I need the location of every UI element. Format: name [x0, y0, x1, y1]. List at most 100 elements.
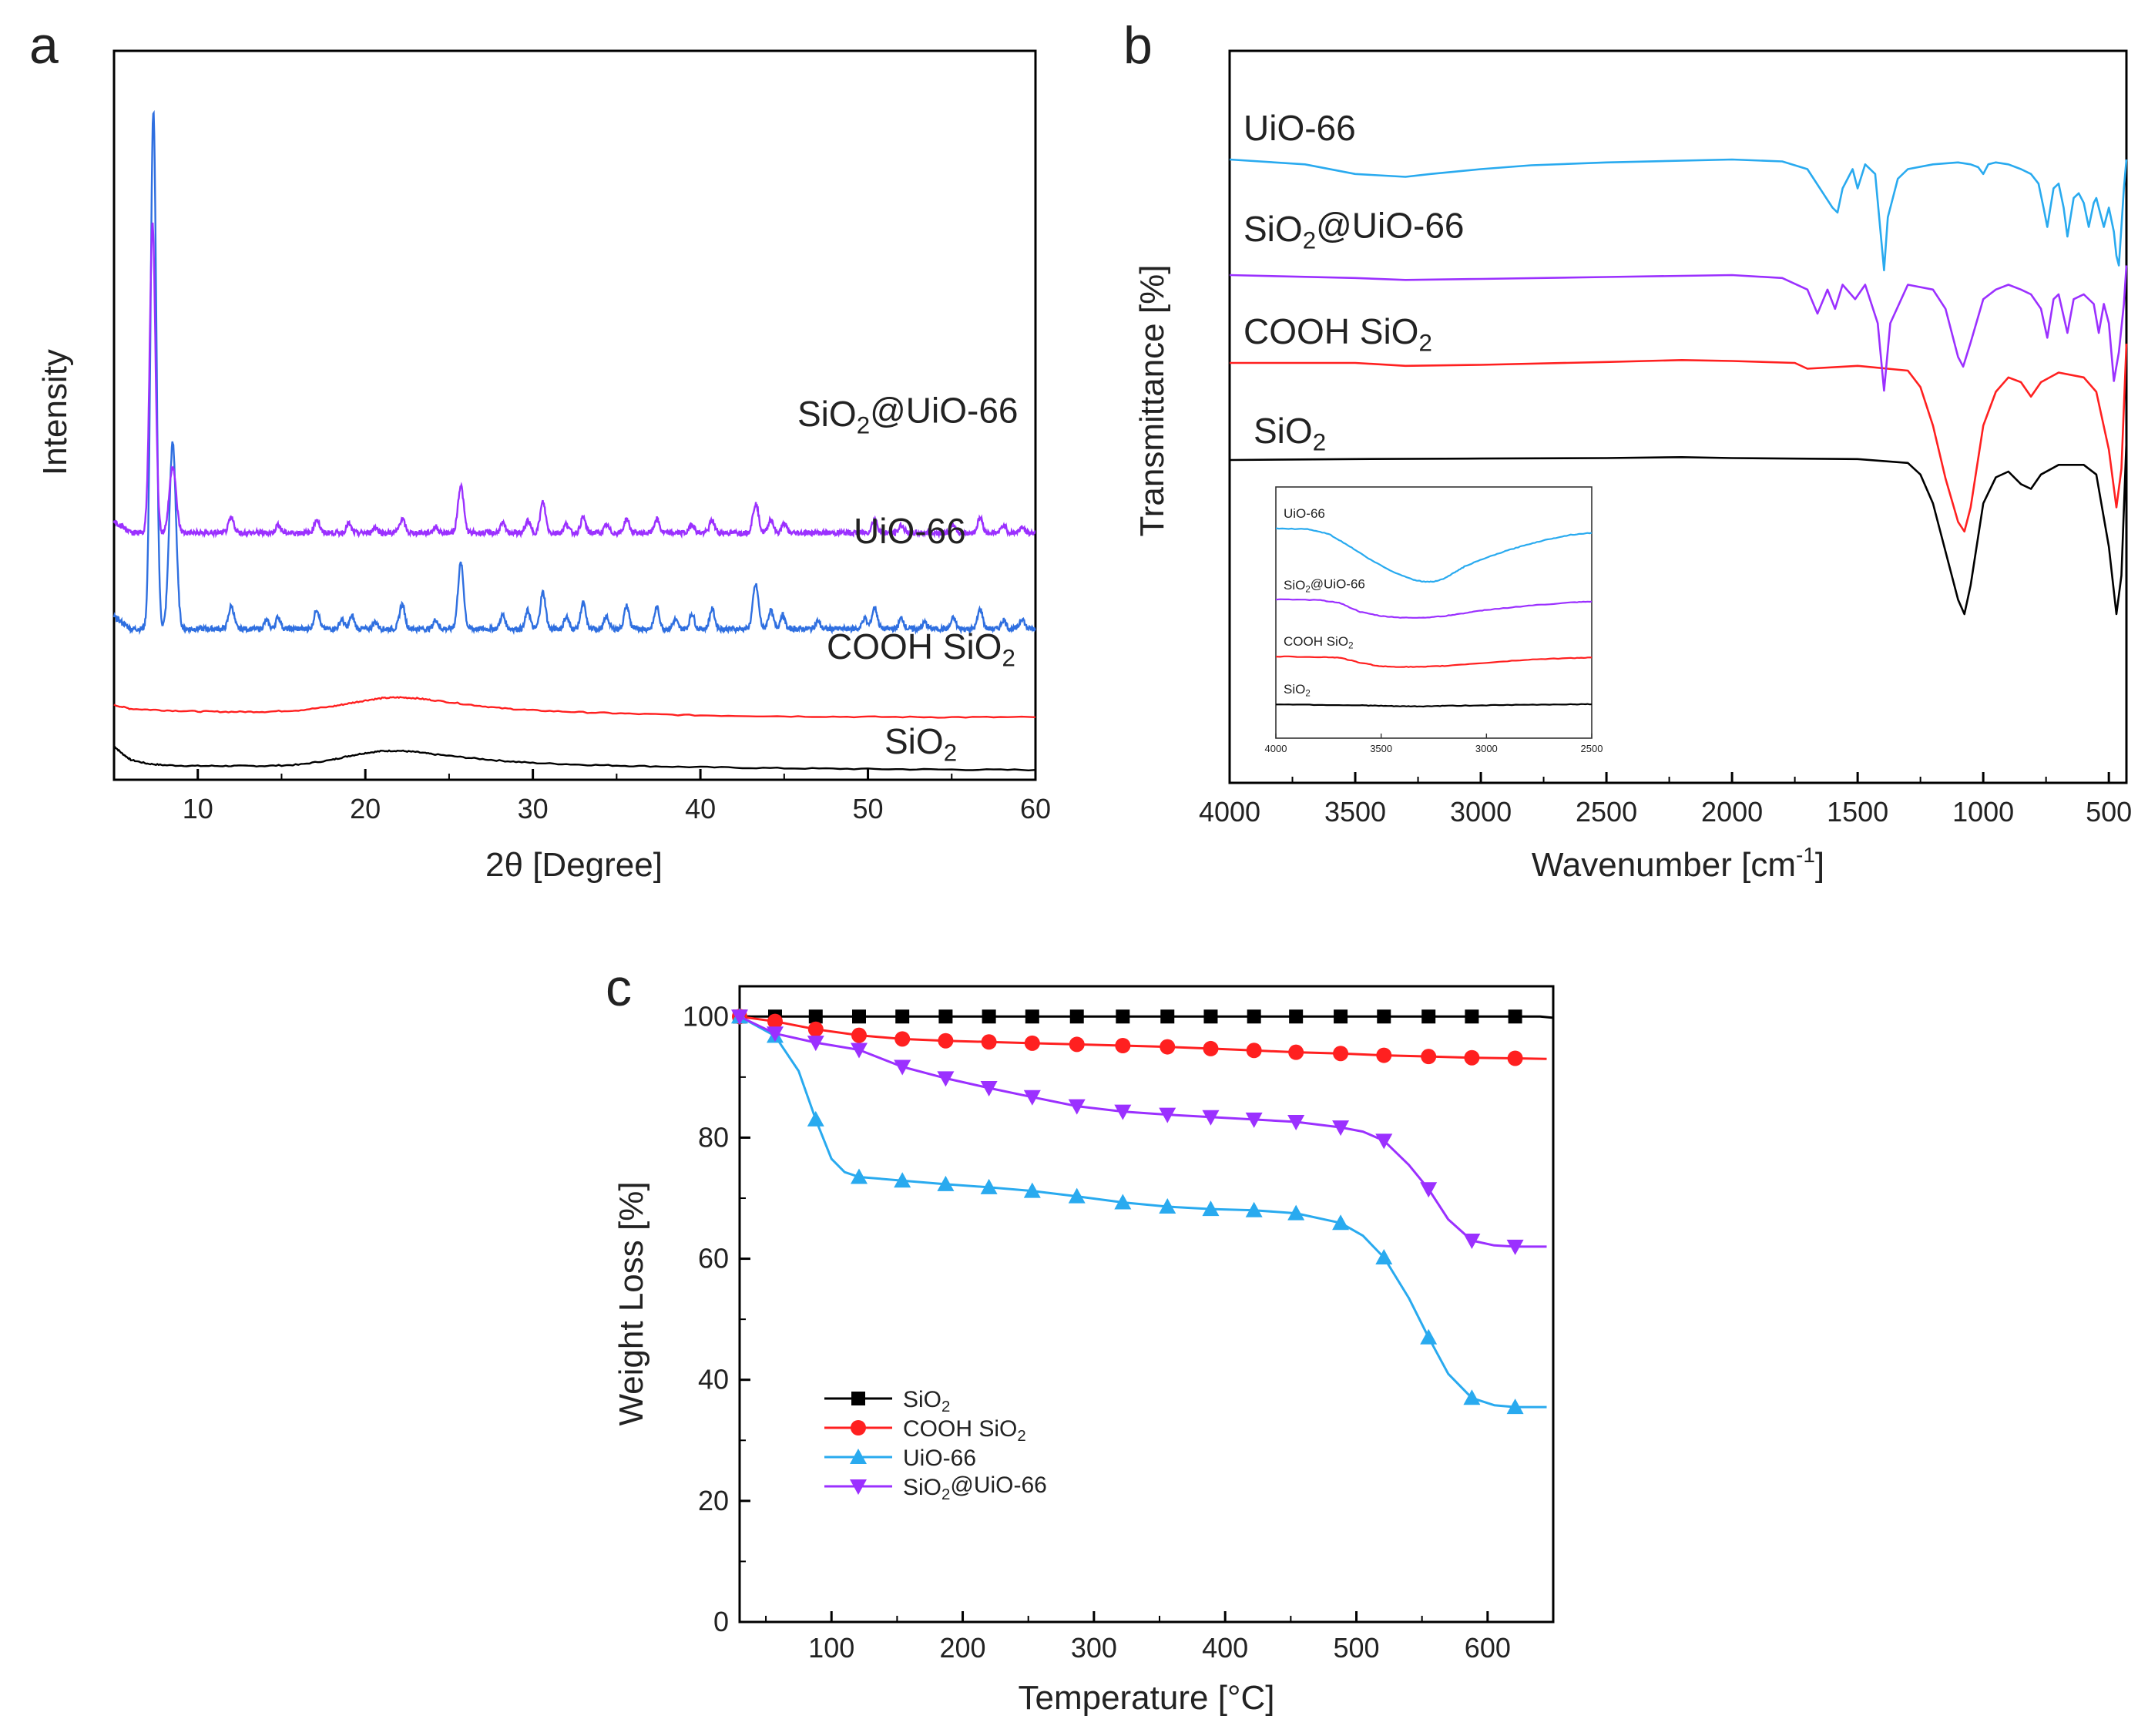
c-marker-0	[895, 1009, 910, 1024]
panel-b-ticks: 4000 3500 3000 2500 2000 1500 1000 500	[1199, 772, 2132, 828]
c-marker-0	[1421, 1009, 1436, 1024]
panel-a-ylabel: Intensity	[36, 349, 74, 475]
a-label-0: SiO2	[884, 721, 957, 766]
a-label-3: SiO2@UiO-66	[797, 391, 1018, 439]
c-marker-3	[1114, 1104, 1132, 1120]
a-series-0	[113, 745, 1036, 772]
label-main: COOH SiO	[1243, 311, 1418, 351]
c-ytick-label: 80	[698, 1121, 729, 1153]
b-xtick-label: 2000	[1701, 796, 1763, 828]
c-marker-0	[1289, 1009, 1304, 1024]
inset-xtick-label: 4000	[1265, 743, 1287, 754]
panel-a-lines	[112, 109, 1036, 772]
c-marker-1	[981, 1034, 997, 1050]
panel-b-ylabel: Transmittance [%]	[1133, 265, 1171, 537]
c-marker-0	[938, 1009, 953, 1024]
inset-label-0: SiO2	[1284, 682, 1311, 698]
c-marker-1	[1507, 1050, 1523, 1066]
panel-b-xlabel-sup: -1	[1796, 843, 1815, 867]
a-xtick-label: 50	[853, 793, 884, 824]
b-xtick-label: 500	[2086, 796, 2132, 828]
c-marker-3	[731, 1009, 748, 1026]
label-main: SiO	[884, 721, 944, 761]
inset-series-3	[1275, 527, 1593, 583]
label-main: SiO	[797, 394, 857, 434]
c-marker-3	[1375, 1133, 1393, 1150]
inset-xtick-label: 3000	[1475, 743, 1498, 754]
label-main: COOH SiO	[827, 626, 1002, 667]
b-xtick-label: 2500	[1576, 796, 1637, 828]
c-series-3	[739, 1015, 1547, 1248]
a-xtick-label: 40	[685, 793, 716, 824]
label-main: SiO	[1284, 578, 1305, 593]
c-marker-0	[1508, 1009, 1522, 1024]
c-marker-3	[980, 1081, 998, 1096]
c-marker-1	[1160, 1039, 1176, 1055]
panel-c-ylabel: Weight Loss [%]	[613, 1181, 650, 1425]
c-marker-1	[1333, 1046, 1349, 1062]
c-ytick-label: 40	[698, 1364, 729, 1395]
label-main: UiO-66	[903, 1446, 976, 1471]
label-main: UiO-66	[1284, 506, 1325, 521]
inset-series-1	[1275, 655, 1593, 668]
c-marker-1	[851, 1027, 867, 1043]
panel-letter-c: c	[606, 959, 632, 1017]
b-xtick-label: 4000	[1199, 796, 1260, 828]
inset-label-3: UiO-66	[1284, 506, 1325, 521]
panel-c-xlabel: Temperature [°C]	[1018, 1679, 1274, 1717]
label-sub: 2	[1303, 227, 1316, 254]
panel-letter-a: a	[29, 16, 59, 75]
plot-c-frame	[738, 985, 1555, 1624]
label-post: @UiO-66	[1316, 206, 1464, 246]
c-marker-0	[982, 1009, 996, 1024]
c-marker-1	[1421, 1049, 1437, 1065]
b-label-0: SiO2	[1254, 411, 1326, 455]
label-post: @UiO-66	[950, 1472, 1046, 1498]
c-marker-1	[1115, 1038, 1131, 1053]
label-sub: 2	[1305, 689, 1310, 698]
b-label-3: UiO-66	[1243, 108, 1356, 148]
c-marker-1	[1069, 1036, 1085, 1053]
panel-a-xlabel: 2θ [Degree]	[485, 846, 663, 884]
c-marker-3	[1506, 1239, 1524, 1255]
legend-marker-2	[850, 1449, 867, 1464]
panel-c-ticks: 100 200 300 400 500 600 0 20 40 60 80 100	[683, 1000, 1554, 1664]
c-marker-2	[1068, 1187, 1086, 1204]
c-marker-1	[1464, 1049, 1480, 1066]
b-series-3	[1229, 158, 2128, 272]
panel-b-lines	[1229, 158, 2128, 616]
label-main: SiO	[1254, 411, 1313, 451]
a-series-2	[112, 109, 1036, 636]
b-label-1: COOH SiO2	[1243, 311, 1432, 356]
c-marker-3	[1332, 1120, 1350, 1137]
c-marker-0	[1203, 1009, 1218, 1024]
c-marker-0	[1334, 1009, 1348, 1024]
c-marker-3	[766, 1026, 784, 1043]
a-xtick-label: 30	[518, 793, 549, 824]
c-marker-3	[937, 1071, 955, 1087]
c-xtick-label: 600	[1465, 1632, 1511, 1664]
c-marker-2	[1420, 1328, 1438, 1345]
c-marker-3	[1463, 1234, 1481, 1249]
label-main: SiO	[1243, 209, 1303, 249]
b-xtick-label: 3500	[1324, 796, 1386, 828]
c-marker-0	[1247, 1009, 1261, 1024]
a-xtick-label: 60	[1020, 793, 1051, 824]
c-series-2	[739, 1015, 1547, 1409]
b-series-0	[1229, 440, 2128, 616]
b-xtick-label: 1500	[1827, 796, 1888, 828]
a-label-2: UiO-66	[854, 511, 966, 551]
c-marker-2	[1332, 1214, 1350, 1231]
panel-b-xlabel-main: Wavenumber [cm	[1532, 846, 1796, 884]
label-main: COOH SiO	[903, 1416, 1017, 1442]
c-marker-3	[807, 1036, 824, 1052]
legend-label-3: SiO2@UiO-66	[903, 1472, 1047, 1503]
inset-xtick-label: 2500	[1581, 743, 1603, 754]
c-marker-1	[1246, 1043, 1262, 1059]
inset-frame	[1275, 486, 1593, 739]
label-post: @UiO-66	[870, 391, 1018, 431]
panel-b-xlabel-post: ]	[1815, 846, 1824, 884]
